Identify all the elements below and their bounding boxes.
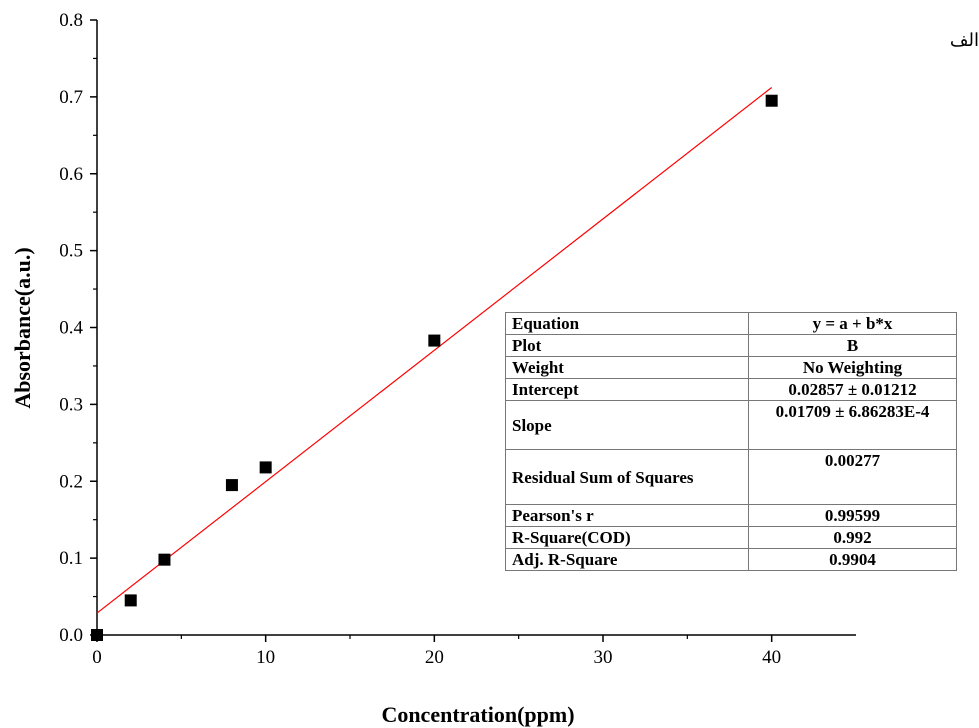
y-tick-label: 0.0 xyxy=(59,625,83,646)
data-point xyxy=(91,629,103,641)
y-tick-label: 0.1 xyxy=(59,548,83,569)
stats-label: Residual Sum of Squares xyxy=(505,449,749,505)
stats-label: Adj. R-Square xyxy=(505,548,749,571)
fit-line-group xyxy=(96,87,773,614)
y-tick-label: 0.8 xyxy=(59,10,83,31)
y-axis-label: Absorbance(a.u.) xyxy=(10,247,35,408)
stats-row: Weight No Weighting xyxy=(505,356,957,379)
y-tick-label: 0.6 xyxy=(59,164,83,185)
y-tick-label: 0.5 xyxy=(59,241,83,262)
x-tick-label: 0 xyxy=(92,647,102,668)
data-point xyxy=(158,553,171,566)
stats-value: 0.99599 xyxy=(748,504,957,527)
tick-marks: 0 10 20 30 40 0.0 0.1 0.2 0.3 0.4 0.5 0.6 0.7 0.8 xyxy=(59,10,781,668)
stats-label: Slope xyxy=(505,400,749,450)
stats-row: R-Square(COD) 0.992 xyxy=(505,526,957,549)
stats-row: Residual Sum of Squares 0.00277 xyxy=(505,449,957,505)
stats-row: Plot B xyxy=(505,334,957,357)
y-tick-label: 0.2 xyxy=(59,471,83,492)
stats-value: 0.992 xyxy=(748,526,957,549)
stats-row: Intercept 0.02857 ± 0.01212 xyxy=(505,378,957,401)
data-points xyxy=(91,94,778,641)
stats-label: Plot xyxy=(505,334,749,357)
stats-value: 0.9904 xyxy=(748,548,957,571)
data-point xyxy=(124,594,137,607)
stats-row: Equation y = a + b*x xyxy=(505,312,957,335)
stats-label: R-Square(COD) xyxy=(505,526,749,549)
x-tick-label: 10 xyxy=(256,647,275,668)
stats-label: Equation xyxy=(505,312,749,335)
stats-label: Intercept xyxy=(505,378,749,401)
x-axis-label: Concentration(ppm) xyxy=(381,702,574,727)
fit-statistics-table: Equation y = a + b*x Plot B Weight No Weighti… xyxy=(505,312,957,571)
data-point xyxy=(259,461,272,474)
y-tick-label: 0.7 xyxy=(59,87,83,108)
stats-value: No Weighting xyxy=(748,356,957,379)
x-tick-label: 20 xyxy=(425,647,444,668)
stats-value: B xyxy=(748,334,957,357)
x-tick-label: 40 xyxy=(762,647,781,668)
stats-row: Adj. R-Square 0.9904 xyxy=(505,548,957,571)
y-tick-label: 0.3 xyxy=(59,394,83,415)
data-point xyxy=(428,334,441,347)
x-tick-label: 30 xyxy=(594,647,613,668)
stats-label: Weight xyxy=(505,356,749,379)
stats-value: y = a + b*x xyxy=(748,312,957,335)
data-point xyxy=(765,94,778,107)
stats-row: Slope 0.01709 ± 6.86283E-4 xyxy=(505,400,957,450)
y-tick-label: 0.4 xyxy=(59,318,83,339)
stats-value: 0.02857 ± 0.01212 xyxy=(748,378,957,401)
stats-value: 0.00277 xyxy=(748,449,957,505)
corner-label: الف xyxy=(949,30,979,51)
data-point xyxy=(225,479,238,492)
stats-value: 0.01709 ± 6.86283E-4 xyxy=(748,400,957,450)
stats-label: Pearson's r xyxy=(505,504,749,527)
linear-fit-line xyxy=(96,87,773,614)
stats-row: Pearson's r 0.99599 xyxy=(505,504,957,527)
